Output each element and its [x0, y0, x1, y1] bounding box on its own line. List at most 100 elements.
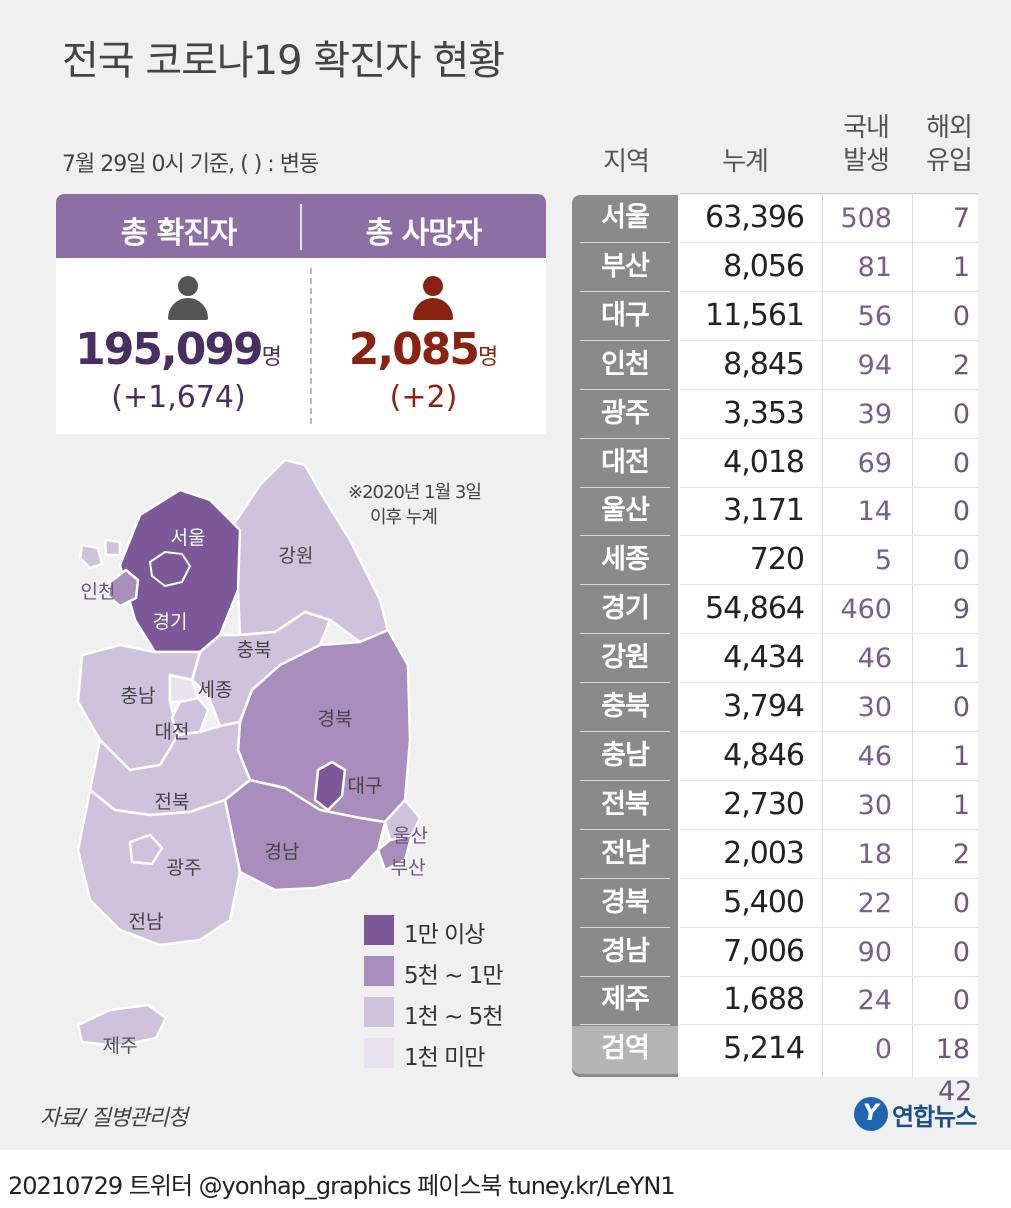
map-label-gyeongbuk: 경북: [318, 708, 353, 730]
overseas-cell: 0: [952, 496, 970, 528]
summary-box: 총 확진자 총 사망자 195,099명 (+1,674) 2,085명 (+2…: [56, 194, 546, 434]
legend-swatch: [364, 997, 394, 1027]
row-separator: [580, 388, 670, 390]
row-separator: [580, 779, 670, 781]
map-region-seoul: [149, 551, 191, 587]
domestic-cell: 14: [857, 496, 892, 528]
deaths-unit: 명: [477, 345, 499, 370]
table-top-line: [680, 193, 978, 194]
row-line: [680, 535, 978, 537]
domestic-cell: 39: [857, 398, 892, 430]
overseas-cell: 0: [952, 985, 970, 1017]
row-separator: [580, 339, 670, 341]
row-line: [680, 290, 978, 292]
region-cell: 전북: [601, 788, 650, 820]
map-region-incheon: [106, 568, 140, 608]
map-region-busan: [376, 833, 414, 872]
row-separator: [580, 828, 670, 830]
header-domestic-line1: 국내: [843, 113, 890, 143]
legend-label: 5천 ~ 1만: [404, 963, 503, 989]
region-cell: 대전: [601, 446, 650, 478]
summary-body-divider: [310, 268, 312, 424]
region-cell: 제주: [601, 984, 650, 1016]
brand-name: 연합뉴스: [892, 1103, 977, 1131]
row-line: [680, 339, 978, 341]
map-note: ※2020년 1월 3일 이후 누계: [348, 480, 482, 530]
map-label-gyeonggi: 경기: [153, 611, 188, 633]
row-separator: [580, 437, 670, 439]
row-line: [680, 731, 978, 732]
table-row: 경남 7,006 90 0: [572, 929, 978, 977]
region-cell: 세종: [601, 544, 650, 576]
overseas-cell: 18: [935, 1034, 970, 1066]
row-line: [680, 828, 978, 830]
header-overseas: 해외 유입: [914, 112, 984, 178]
overseas-cell: 7: [952, 203, 970, 234]
overseas-cell: 0: [952, 887, 970, 919]
total-cell: 2,730: [723, 786, 805, 822]
overseas-cell: 2: [952, 838, 970, 870]
region-cell: 인천: [601, 348, 650, 380]
row-separator: [580, 242, 670, 243]
map-label-ulsan: 울산: [393, 825, 428, 847]
table-row: 경기 54,864 460 9: [572, 586, 978, 635]
legend-label: 1만 이상: [404, 922, 485, 948]
overseas-cell: 0: [952, 398, 970, 430]
row-line: [680, 1024, 978, 1026]
total-cell: 54,864: [705, 591, 805, 627]
region-cell: 강원: [601, 642, 650, 674]
table-row: 광주 3,353 39 0: [572, 391, 978, 439]
domestic-cell: 5: [874, 545, 892, 577]
total-cell: 8,056: [723, 248, 805, 284]
person-icon-red: [413, 276, 453, 320]
domestic-cell: 46: [857, 643, 892, 675]
map-region-gwangju: [128, 833, 164, 866]
row-line: [680, 242, 978, 243]
region-cell: 경남: [601, 935, 650, 967]
total-cell: 720: [749, 542, 805, 578]
yonhap-logo-icon: Y: [854, 1097, 888, 1131]
row-separator: [580, 682, 670, 684]
overseas-cell: 2: [952, 349, 970, 381]
table-row: 충북 3,794 30 0: [572, 684, 978, 732]
total-cell: 4,434: [723, 640, 805, 676]
overseas-cell: 1: [952, 251, 970, 283]
region-cell: 광주: [601, 397, 650, 429]
footer-credit: 20210729 트위터 @yonhap_graphics 페이스북 tuney…: [8, 1172, 676, 1200]
row-separator: [580, 290, 670, 292]
total-cell: 11,561: [705, 297, 805, 333]
row-line: [680, 926, 978, 928]
row-line: [680, 437, 978, 439]
row-line: [680, 388, 978, 390]
korea-map: 서울 인천 경기 강원 충북 충남 세종 대전 경북 대구 울산 전북 경남 부…: [76, 458, 428, 1057]
domestic-cell: 81: [857, 251, 892, 283]
row-line: [680, 486, 978, 488]
overseas-cell: 0: [952, 447, 970, 479]
domestic-cell: 30: [857, 789, 892, 821]
legend-swatch: [364, 1038, 394, 1068]
row-separator: [580, 975, 670, 977]
confirmed-unit: 명: [261, 345, 282, 370]
total-cell: 3,353: [723, 395, 805, 431]
map-island-2: [103, 538, 122, 557]
map-label-chungnam: 충남: [121, 685, 156, 707]
region-cell: 전남: [601, 837, 650, 869]
map-region-ulsan: [383, 798, 422, 842]
value-columns: [678, 195, 978, 1077]
map-label-incheon: 인천: [81, 581, 116, 603]
domestic-cell: 22: [857, 887, 892, 919]
table-row: 인천 8,845 94 2: [572, 342, 978, 390]
row-separator: [580, 731, 670, 732]
header-region: 지역: [603, 147, 650, 177]
domestic-cell: 30: [857, 692, 892, 723]
region-cell: 대구: [601, 299, 650, 331]
total-cell: 8,845: [723, 346, 805, 382]
total-cell: 3,171: [723, 493, 805, 529]
header-domestic: 국내 발생: [826, 112, 906, 178]
table-row: 충남 4,846 46 1: [572, 733, 978, 781]
legend-swatch: [364, 915, 394, 945]
domestic-cell: 94: [857, 349, 892, 381]
map-label-sejong: 세종: [198, 679, 233, 701]
total-cell: 4,018: [723, 444, 805, 480]
map-label-seoul: 서울: [171, 527, 206, 549]
